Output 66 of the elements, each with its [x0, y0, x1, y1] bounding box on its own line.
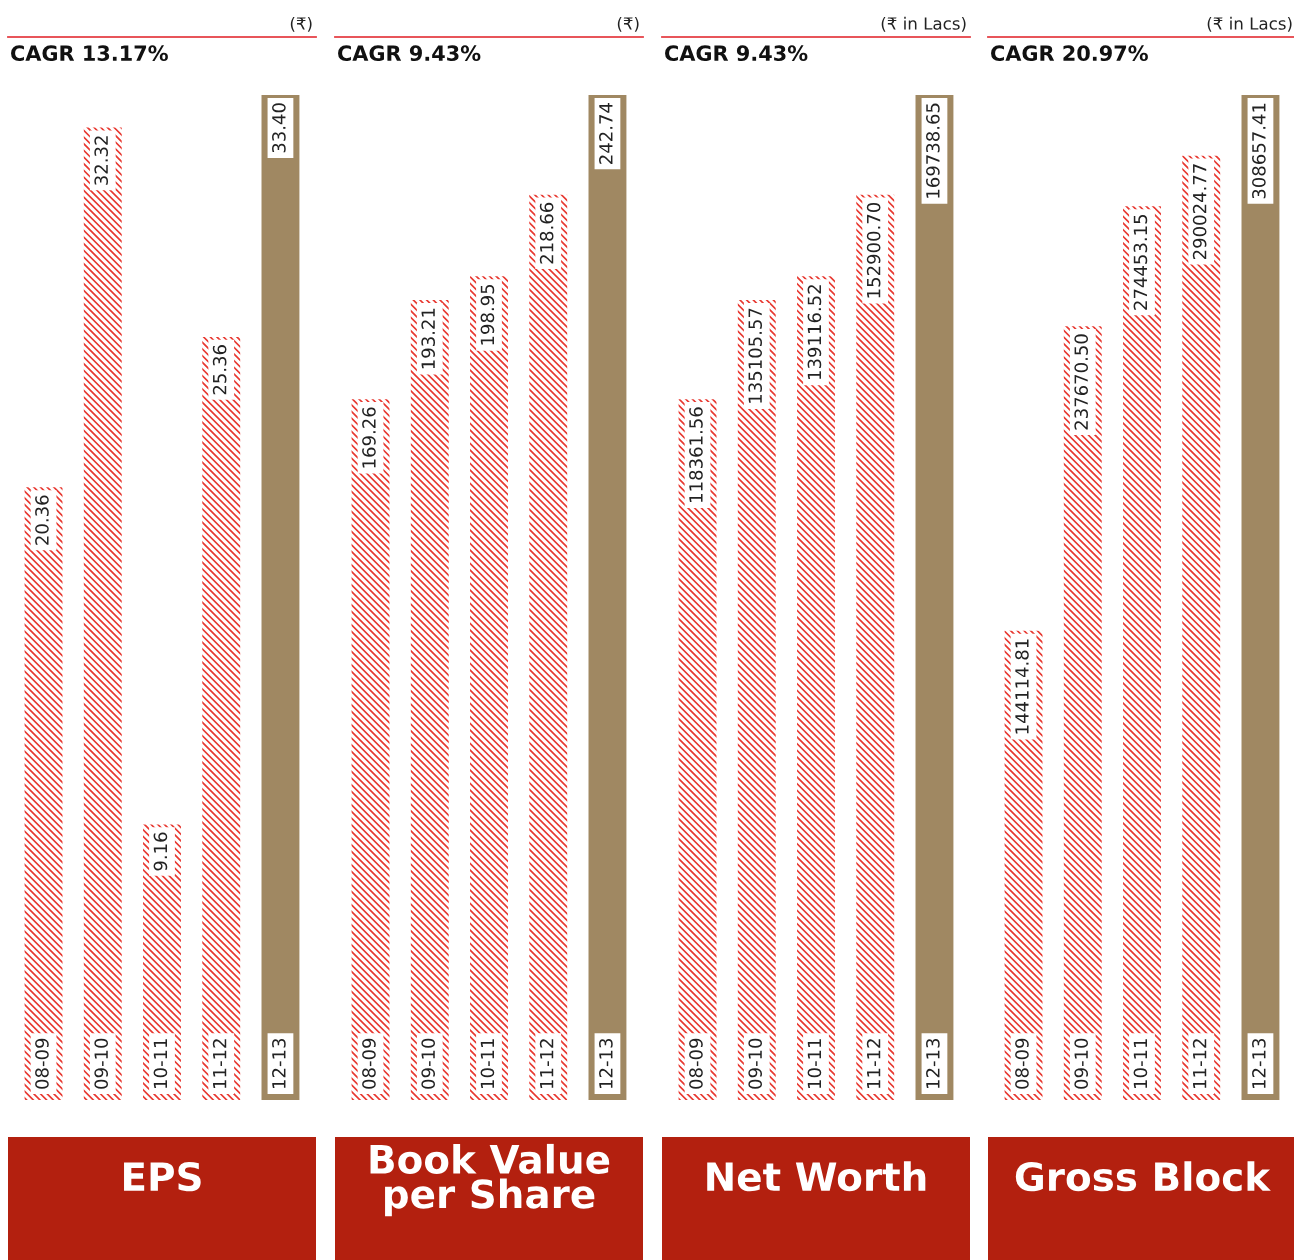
chart-subtitle: CAGR 20.97% — [991, 45, 1148, 62]
x-tick-label: 09-10 — [1074, 1038, 1089, 1089]
x-tick-label: 12-13 — [926, 1038, 940, 1088]
data-label: 242.74 — [599, 103, 613, 164]
data-label: 9.16 — [153, 832, 168, 871]
x-tick-label: 12-13 — [272, 1038, 286, 1088]
data-label: 32.32 — [94, 136, 109, 185]
text: Book Value per Share — [370, 1143, 610, 1217]
x-tick-label: 09-10 — [748, 1038, 763, 1089]
data-label: 237670.50 — [1074, 334, 1089, 430]
text: Gross Block — [1015, 1161, 1271, 1192]
text: (₹) — [290, 16, 312, 32]
bar — [737, 300, 776, 1100]
x-tick-label: 08-09 — [35, 1038, 49, 1089]
x-tick-label: 08-09 — [362, 1038, 376, 1089]
bar — [261, 95, 300, 1100]
data-label: 144114.81 — [1015, 639, 1029, 734]
text: EPS — [124, 1161, 201, 1192]
bar — [588, 95, 627, 1100]
data-label: 290024.77 — [1192, 164, 1207, 260]
data-label: 198.95 — [480, 284, 495, 345]
x-tick-label: 10-11 — [480, 1039, 495, 1088]
x-tick-label: 10-11 — [807, 1039, 822, 1088]
bar — [83, 127, 122, 1100]
text: (₹) — [617, 16, 639, 32]
x-tick-label: 10-11 — [153, 1039, 168, 1088]
chart-subtitle: CAGR 13.17% — [11, 45, 168, 62]
data-label: 218.66 — [539, 202, 554, 264]
bar — [915, 95, 954, 1100]
bar — [797, 276, 835, 1100]
x-tick-label: 09-10 — [421, 1038, 436, 1089]
data-label: 20.36 — [35, 495, 49, 545]
data-label: 308657.41 — [1252, 103, 1266, 199]
text: (₹ in Lacs) — [881, 16, 966, 32]
text: (₹ in Lacs) — [1207, 16, 1292, 32]
x-tick-label: 08-09 — [1015, 1038, 1029, 1089]
bar — [1123, 206, 1161, 1100]
data-label: 193.21 — [421, 308, 436, 369]
x-tick-label: 11-12 — [539, 1039, 554, 1088]
bar — [1241, 95, 1280, 1100]
chart-subtitle: CAGR 9.43% — [338, 45, 481, 62]
text: Net Worth — [707, 1161, 926, 1192]
bar — [470, 276, 508, 1100]
data-label: 169.26 — [362, 407, 376, 468]
bar — [529, 194, 568, 1100]
x-tick-label: 09-10 — [94, 1038, 109, 1089]
data-label: 274453.15 — [1133, 214, 1148, 310]
x-tick-label: 08-09 — [689, 1038, 703, 1089]
x-tick-label: 12-13 — [1252, 1038, 1266, 1088]
chart-subtitle: CAGR 9.43% — [665, 45, 808, 62]
bar — [856, 194, 895, 1100]
data-label: 152900.70 — [866, 202, 881, 298]
data-label: 25.36 — [212, 345, 227, 395]
bar — [1182, 155, 1221, 1100]
x-tick-label: 10-11 — [1133, 1039, 1148, 1088]
data-label: 169738.65 — [926, 103, 940, 198]
data-label: 139116.52 — [807, 285, 822, 379]
x-tick-label: 12-13 — [599, 1038, 613, 1088]
x-tick-label: 11-12 — [866, 1039, 881, 1088]
data-label: 118361.56 — [689, 407, 703, 502]
bar — [202, 336, 241, 1100]
x-tick-label: 11-12 — [212, 1039, 227, 1088]
data-label: 33.40 — [272, 103, 286, 153]
x-tick-label: 11-12 — [1192, 1039, 1207, 1088]
bar — [410, 300, 449, 1100]
data-label: 135105.57 — [748, 308, 763, 403]
